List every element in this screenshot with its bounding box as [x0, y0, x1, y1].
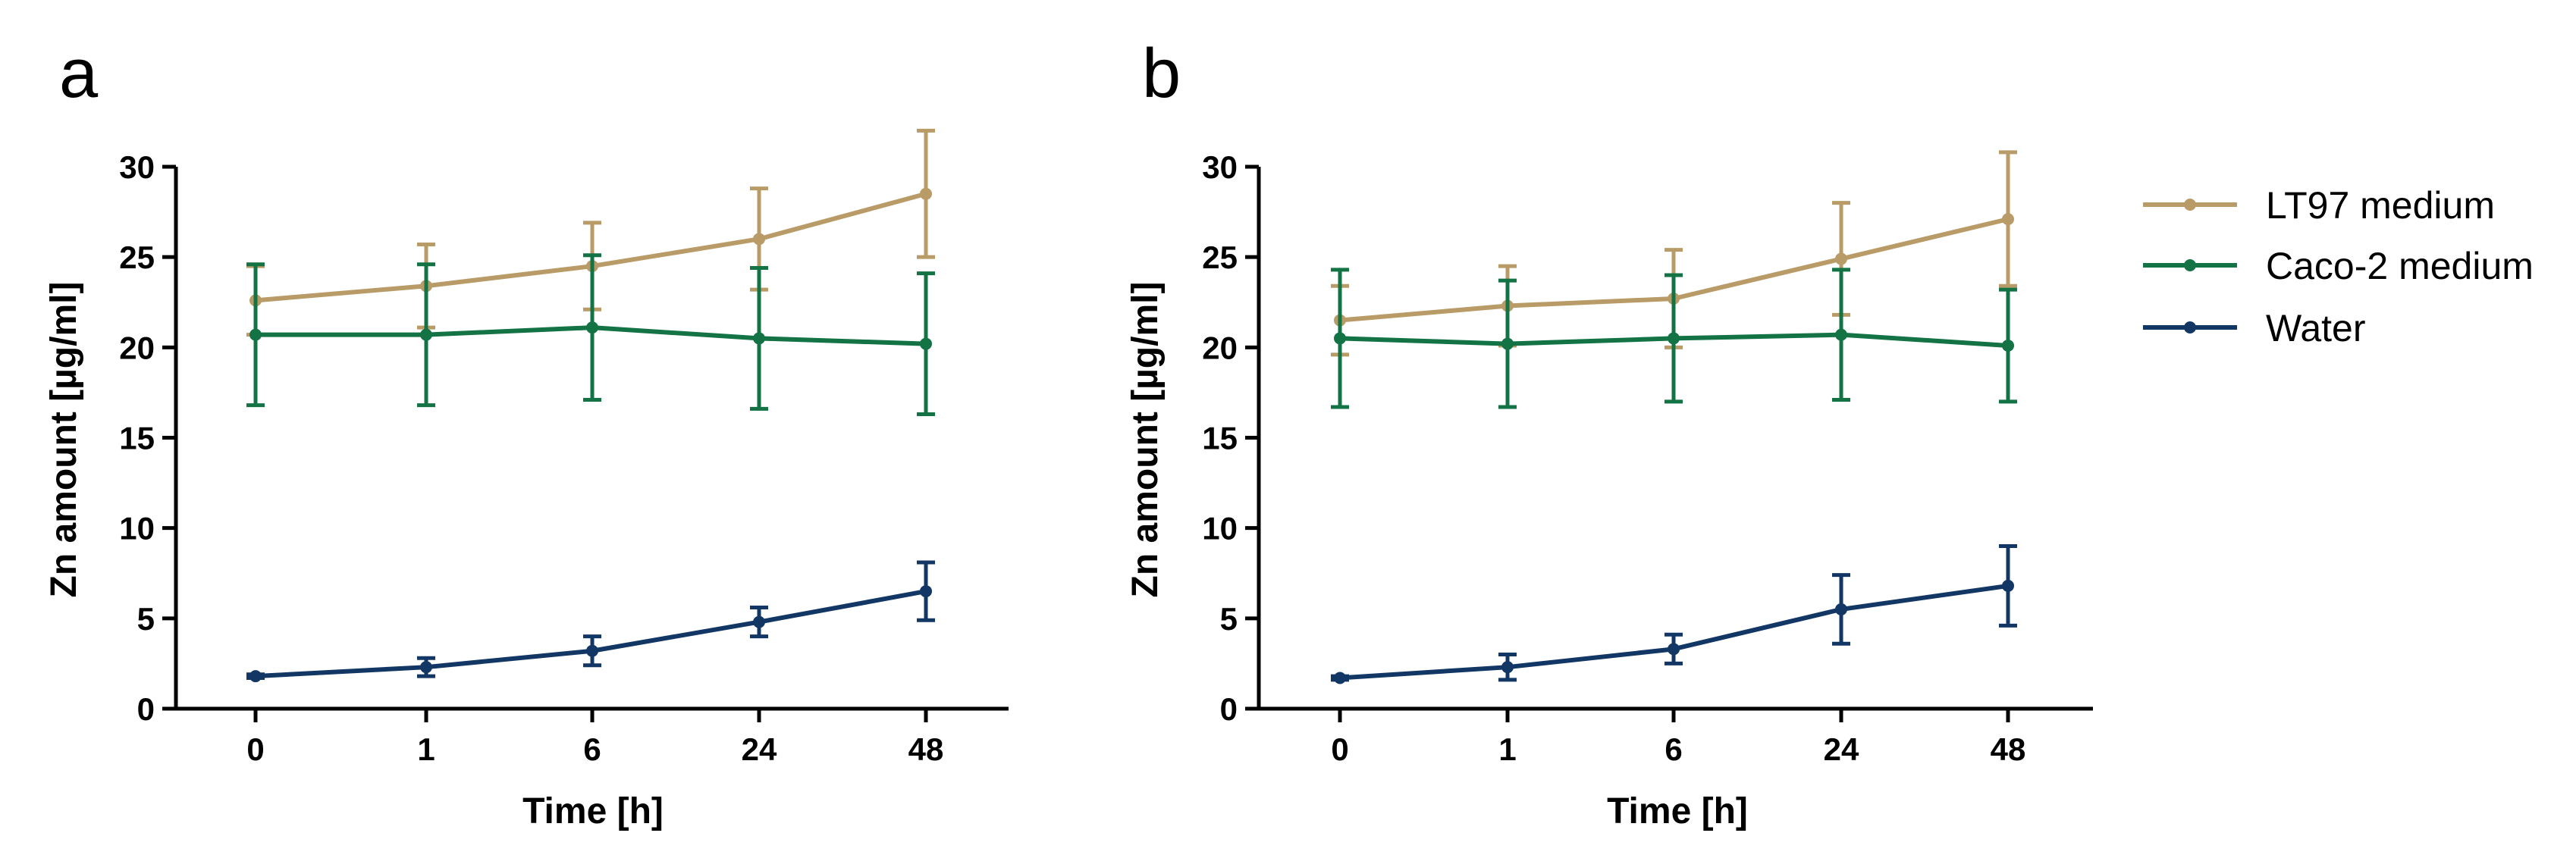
panel-b-data-point [1835, 252, 1847, 265]
panel-a-data-point [586, 644, 598, 657]
panel-a-y-axis-title: Zn amount [µg/ml] [44, 282, 84, 598]
panel-b-data-point [2002, 213, 2014, 226]
legend: LT97 medium Caco-2 medium Water [2143, 184, 2534, 349]
panel-b-x-axis-title: Time [h] [1607, 791, 1748, 831]
panel-b-data-point [1501, 661, 1514, 674]
panel-a-data-point [420, 661, 432, 674]
panel-a-label: a [59, 35, 99, 112]
panel-a-y-tick-label: 0 [137, 691, 155, 727]
panel-b-x-tick-label: 24 [1824, 731, 1859, 767]
panel-a-data-point [420, 328, 432, 341]
panel-a-data-point [249, 328, 262, 341]
panel-b-series-water [1331, 544, 2017, 684]
panel-a-data-point [920, 337, 932, 350]
legend-label-water: Water [2266, 307, 2366, 349]
panel-a: a Time [h] Zn amount [µg/ml] 05101520253… [44, 35, 1009, 831]
panel-a-data-point [753, 233, 765, 246]
panel-b-label: b [1142, 35, 1181, 112]
legend-marker-water [2184, 321, 2196, 333]
panel-b-data-point [1835, 328, 1847, 341]
panel-b-data-point [1334, 332, 1346, 345]
panel-b-data-point [1501, 337, 1514, 350]
panel-a-y-tick-label: 30 [119, 149, 155, 185]
legend-marker-lt97 [2184, 199, 2196, 211]
panel-b-y-tick-label: 30 [1202, 149, 1238, 185]
panel-b: b Time [h] Zn amount [µg/ml] 05101520253… [1125, 35, 2093, 831]
legend-item-caco2: Caco-2 medium [2143, 245, 2534, 287]
legend-item-lt97: LT97 medium [2143, 184, 2495, 227]
panel-a-y-tick-label: 15 [119, 421, 155, 456]
panel-b-data-point [1668, 332, 1680, 345]
legend-label-caco2: Caco-2 medium [2266, 245, 2534, 287]
panel-b-x-tick-label: 1 [1498, 731, 1516, 767]
panel-a-y-tick-label: 20 [119, 330, 155, 365]
panel-b-y-axis-title: Zn amount [µg/ml] [1125, 282, 1166, 598]
panel-b-data-point [2002, 579, 2014, 592]
panel-a-data-point [920, 585, 932, 598]
panel-a-data-point [753, 332, 765, 345]
legend-label-lt97: LT97 medium [2266, 184, 2495, 227]
panel-a-x-tick-label: 1 [417, 731, 435, 767]
panel-a-data-point [753, 615, 765, 628]
panel-b-y-tick-label: 20 [1202, 330, 1238, 365]
panel-a-x-tick-label: 48 [908, 731, 944, 767]
panel-b-y-tick-label: 0 [1220, 691, 1238, 727]
panel-a-y-tick-label: 5 [137, 601, 155, 637]
panel-a-y-tick-label: 25 [119, 240, 155, 275]
panel-b-y-tick-label: 10 [1202, 511, 1238, 546]
panel-b-data-point [2002, 339, 2014, 352]
panel-a-x-tick-label: 0 [246, 731, 264, 767]
panel-b-x-tick-label: 0 [1331, 731, 1348, 767]
panel-b-x-tick-label: 6 [1665, 731, 1682, 767]
panel-b-y-tick-label: 5 [1220, 601, 1238, 637]
legend-item-water: Water [2143, 307, 2366, 349]
panel-a-x-axis-title: Time [h] [522, 791, 664, 831]
panel-b-y-tick-label: 15 [1202, 421, 1238, 456]
panel-a-data-point [586, 321, 598, 334]
panel-b-data-point [1668, 643, 1680, 656]
panel-a-y-tick-label: 10 [119, 511, 155, 546]
panel-b-y-tick-label: 25 [1202, 240, 1238, 275]
panel-a-x-tick-label: 6 [583, 731, 601, 767]
panel-b-series-caco-2-medium [1331, 268, 2017, 409]
panel-a-series-caco-2-medium [246, 253, 935, 417]
legend-marker-caco2 [2184, 259, 2196, 271]
panel-b-data-point [1334, 672, 1346, 684]
panel-a-series-water [246, 560, 935, 683]
panel-a-data-point [920, 187, 932, 200]
panel-a-x-tick-label: 24 [742, 731, 777, 767]
panel-b-x-tick-label: 48 [1991, 731, 2026, 767]
panel-a-data-point [249, 670, 262, 683]
panel-b-data-point [1835, 603, 1847, 615]
